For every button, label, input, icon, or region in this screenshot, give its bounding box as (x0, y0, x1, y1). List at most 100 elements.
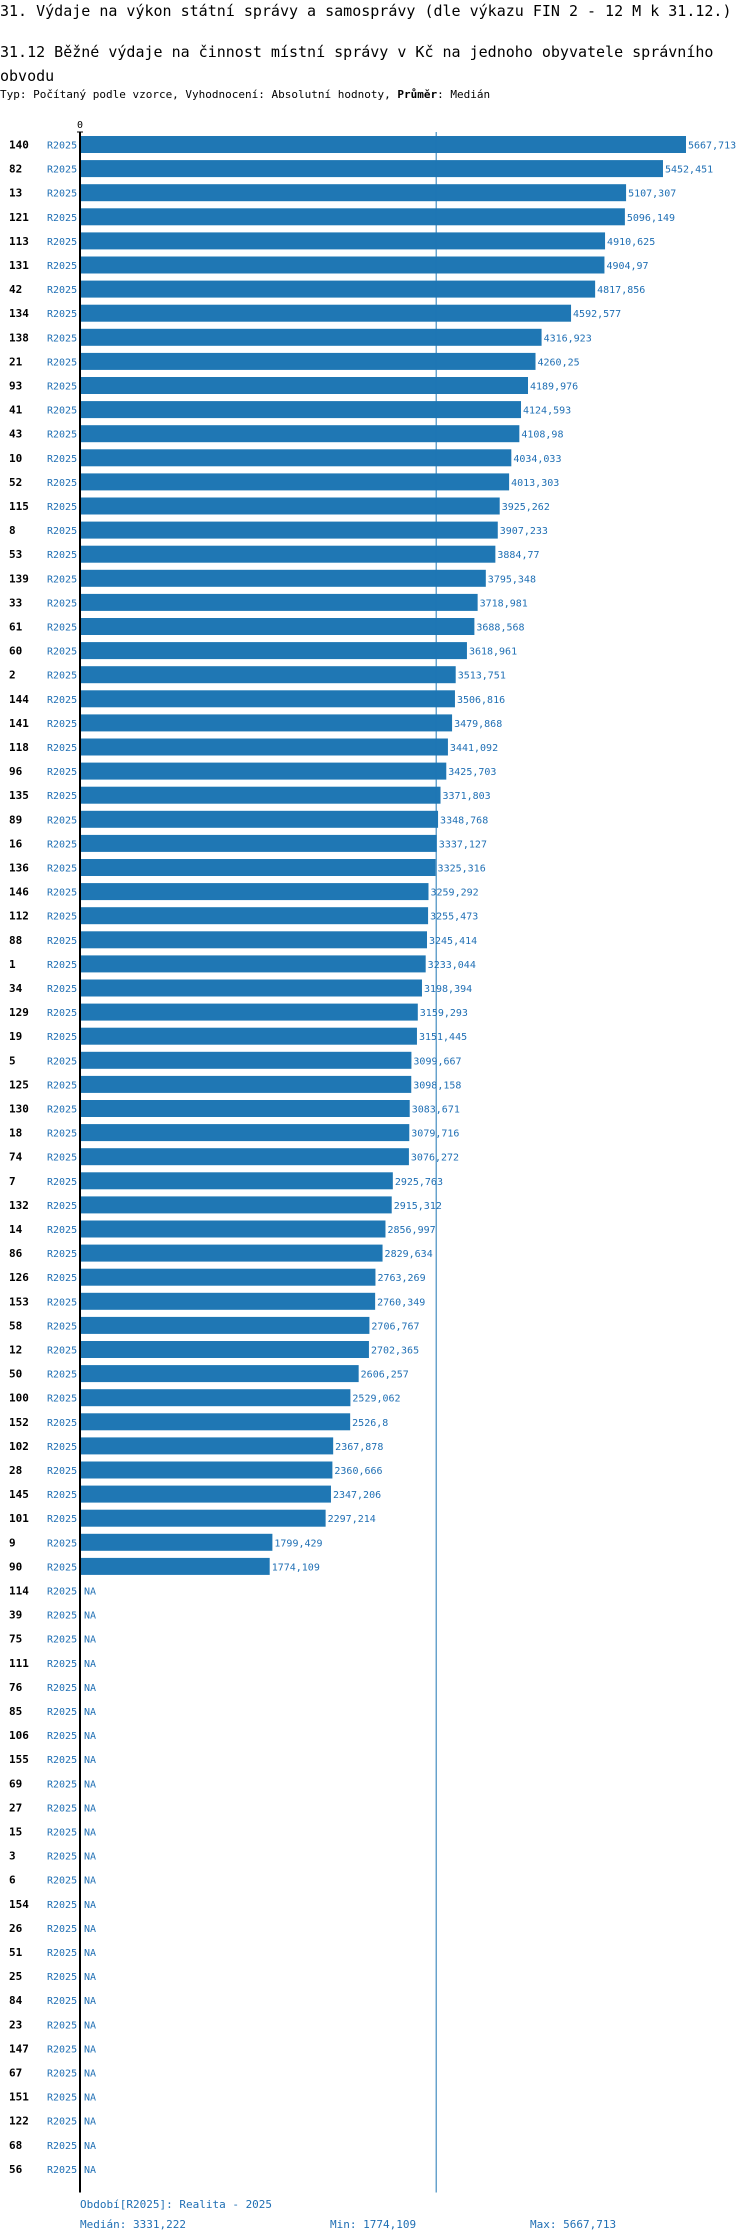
bar (80, 762, 447, 780)
period-label: R2025 (47, 743, 77, 754)
value-label: 3688,568 (476, 623, 524, 634)
category-label: 129 (9, 1006, 29, 1019)
value-label: 3479,868 (454, 719, 502, 730)
period-label: R2025 (47, 647, 77, 658)
category-label: 6 (9, 1874, 16, 1887)
category-label: 112 (9, 910, 29, 923)
period-label: R2025 (47, 574, 77, 585)
period-label: R2025 (47, 1731, 77, 1742)
value-label: 2526,8 (352, 1418, 388, 1429)
bar (80, 883, 429, 901)
value-label: 3618,961 (469, 647, 517, 658)
value-label-na: NA (84, 1972, 96, 1983)
period-label: R2025 (47, 1418, 77, 1429)
value-label: 3259,292 (430, 888, 478, 899)
bar (80, 1244, 383, 1262)
period-label: R2025 (47, 960, 77, 971)
value-label: 2360,666 (334, 1466, 382, 1477)
value-label: 1774,109 (272, 1562, 320, 1573)
value-label: 3159,293 (420, 1008, 468, 1019)
value-label: 4260,25 (538, 357, 580, 368)
period-label: R2025 (47, 1177, 77, 1188)
bar (80, 979, 422, 997)
category-label: 106 (9, 1729, 29, 1742)
bar (80, 1485, 331, 1503)
period-label: R2025 (47, 526, 77, 537)
period-label: R2025 (47, 671, 77, 682)
value-label-na: NA (84, 1755, 96, 1766)
category-label: 102 (9, 1440, 29, 1453)
period-label: R2025 (47, 1032, 77, 1043)
bar (80, 1148, 409, 1166)
description-suffix: : Medián (437, 88, 491, 101)
category-label: 118 (9, 741, 29, 754)
value-label-na: NA (84, 1852, 96, 1863)
category-label: 58 (9, 1319, 22, 1332)
category-label: 61 (9, 621, 23, 634)
category-label: 153 (9, 1295, 29, 1308)
category-label: 60 (9, 645, 22, 658)
category-label: 101 (9, 1512, 29, 1525)
page-title: 31. Výdaje na výkon státní správy a samo… (0, 2, 732, 20)
category-label: 139 (9, 572, 29, 585)
period-label: R2025 (47, 1635, 77, 1646)
period-label: R2025 (47, 1080, 77, 1091)
bar (80, 1196, 392, 1214)
bar (80, 1413, 351, 1431)
bar (80, 931, 428, 949)
bar (80, 401, 522, 419)
value-label-na: NA (84, 1828, 96, 1839)
period-label: R2025 (47, 502, 77, 513)
bar (80, 834, 437, 852)
period-label: R2025 (47, 2165, 77, 2176)
value-label-na: NA (84, 2141, 96, 2152)
period-label: R2025 (47, 141, 77, 152)
category-label: 125 (9, 1078, 29, 1091)
bar (80, 521, 498, 539)
bar (80, 1100, 410, 1117)
value-label-na: NA (84, 1587, 96, 1598)
category-label: 154 (9, 1898, 29, 1911)
bar (80, 1220, 386, 1238)
bar (80, 377, 528, 394)
period-label: R2025 (47, 309, 77, 320)
bar (80, 1075, 412, 1093)
period-label: R2025 (47, 2044, 77, 2055)
period-label: R2025 (47, 357, 77, 368)
bar (80, 1051, 412, 1069)
category-label: 53 (9, 548, 22, 561)
bar (80, 786, 441, 804)
bar (80, 232, 606, 250)
period-label: R2025 (47, 478, 77, 489)
category-label: 26 (9, 1922, 23, 1935)
value-label: 2760,349 (377, 1297, 425, 1308)
category-label: 76 (9, 1681, 23, 1694)
category-label: 155 (9, 1753, 29, 1766)
bar (80, 642, 467, 660)
value-label: 3513,751 (458, 671, 506, 682)
axis-tick-label: 0 (77, 120, 83, 131)
value-label: 3925,262 (502, 502, 550, 513)
category-label: 111 (9, 1657, 29, 1670)
period-label: R2025 (47, 2093, 77, 2104)
category-label: 68 (9, 2139, 22, 2152)
period-label: R2025 (47, 1659, 77, 1670)
bar (80, 1389, 351, 1407)
value-label: 3907,233 (500, 526, 548, 537)
value-label: 3151,445 (419, 1032, 467, 1043)
value-label-na: NA (84, 1996, 96, 2007)
category-label: 141 (9, 717, 29, 730)
bar (80, 593, 478, 611)
category-label: 136 (9, 862, 29, 875)
bar (80, 714, 453, 732)
bar (80, 304, 572, 322)
bar (80, 1027, 417, 1045)
period-label: R2025 (47, 1779, 77, 1790)
bar (80, 1003, 418, 1021)
value-label: 3348,768 (440, 815, 488, 826)
value-label-na: NA (84, 1803, 96, 1814)
bar (80, 1509, 326, 1527)
period-label: R2025 (47, 1683, 77, 1694)
value-label: 4592,577 (573, 309, 621, 320)
